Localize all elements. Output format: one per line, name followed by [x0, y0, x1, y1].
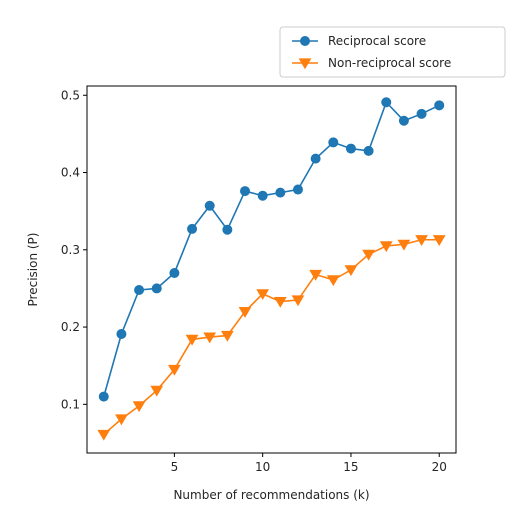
data-point — [203, 332, 217, 344]
data-point — [291, 295, 305, 307]
legend-marker — [298, 58, 312, 70]
y-tick-label: 0.2 — [61, 320, 80, 334]
y-tick-label: 0.1 — [61, 397, 80, 411]
data-point — [97, 429, 111, 441]
legend-label: Non-reciprocal score — [328, 56, 451, 70]
data-point — [362, 249, 375, 261]
y-axis-label: Precision (P) — [26, 233, 40, 307]
data-point — [309, 269, 323, 281]
legend-entry: Non-reciprocal score — [292, 56, 451, 70]
data-point — [345, 143, 356, 154]
data-point — [344, 265, 358, 277]
legend-label: Reciprocal score — [328, 34, 426, 48]
data-point — [310, 153, 321, 164]
x-tick-label: 15 — [343, 460, 358, 474]
data-point — [292, 184, 303, 195]
x-tick-label: 20 — [432, 460, 447, 474]
data-point — [187, 223, 198, 234]
series-line — [103, 238, 440, 436]
data-point — [381, 97, 392, 108]
data-point — [150, 385, 164, 397]
data-point — [220, 330, 234, 342]
data-point — [115, 414, 128, 426]
axes-frame — [86, 85, 457, 454]
legend-marker — [300, 36, 310, 46]
data-point — [151, 283, 162, 294]
data-point — [185, 334, 199, 346]
y-tick-label: 0.4 — [61, 166, 80, 180]
data-point — [397, 239, 411, 251]
data-point — [257, 190, 268, 201]
data-point — [98, 391, 109, 402]
data-point — [222, 224, 233, 235]
data-point — [132, 401, 146, 413]
data-point — [168, 364, 181, 376]
y-axis: 0.1 0.2 0.3 0.4 0.5 — [61, 88, 87, 411]
data-point — [240, 186, 251, 197]
plot-area — [97, 97, 446, 441]
data-point — [134, 284, 145, 295]
series-non-reciprocal — [97, 235, 446, 441]
data-point — [398, 115, 409, 126]
data-point — [328, 137, 339, 148]
x-axis-label: Number of recommendations (k) — [173, 488, 369, 502]
series-line — [103, 100, 440, 397]
y-tick-label: 0.3 — [61, 243, 80, 257]
data-point — [326, 275, 340, 287]
data-point — [275, 187, 286, 198]
data-point — [273, 296, 287, 308]
y-tick-label: 0.5 — [61, 88, 80, 102]
data-point — [256, 289, 270, 301]
data-point — [238, 306, 252, 318]
data-point — [204, 200, 215, 211]
legend: Reciprocal score Non-reciprocal score — [279, 26, 506, 78]
data-point — [432, 235, 446, 246]
x-tick-label: 10 — [255, 460, 270, 474]
data-point — [116, 329, 127, 340]
x-axis: 5 10 15 20 — [171, 453, 447, 474]
data-point — [169, 267, 180, 278]
series-reciprocal — [98, 97, 445, 402]
data-point — [363, 145, 374, 156]
data-point — [379, 241, 393, 253]
x-tick-label: 5 — [171, 460, 179, 474]
legend-entry: Reciprocal score — [292, 34, 426, 48]
data-point — [434, 100, 445, 111]
data-point — [416, 108, 427, 119]
data-point — [415, 235, 428, 246]
legend-box — [279, 26, 506, 78]
